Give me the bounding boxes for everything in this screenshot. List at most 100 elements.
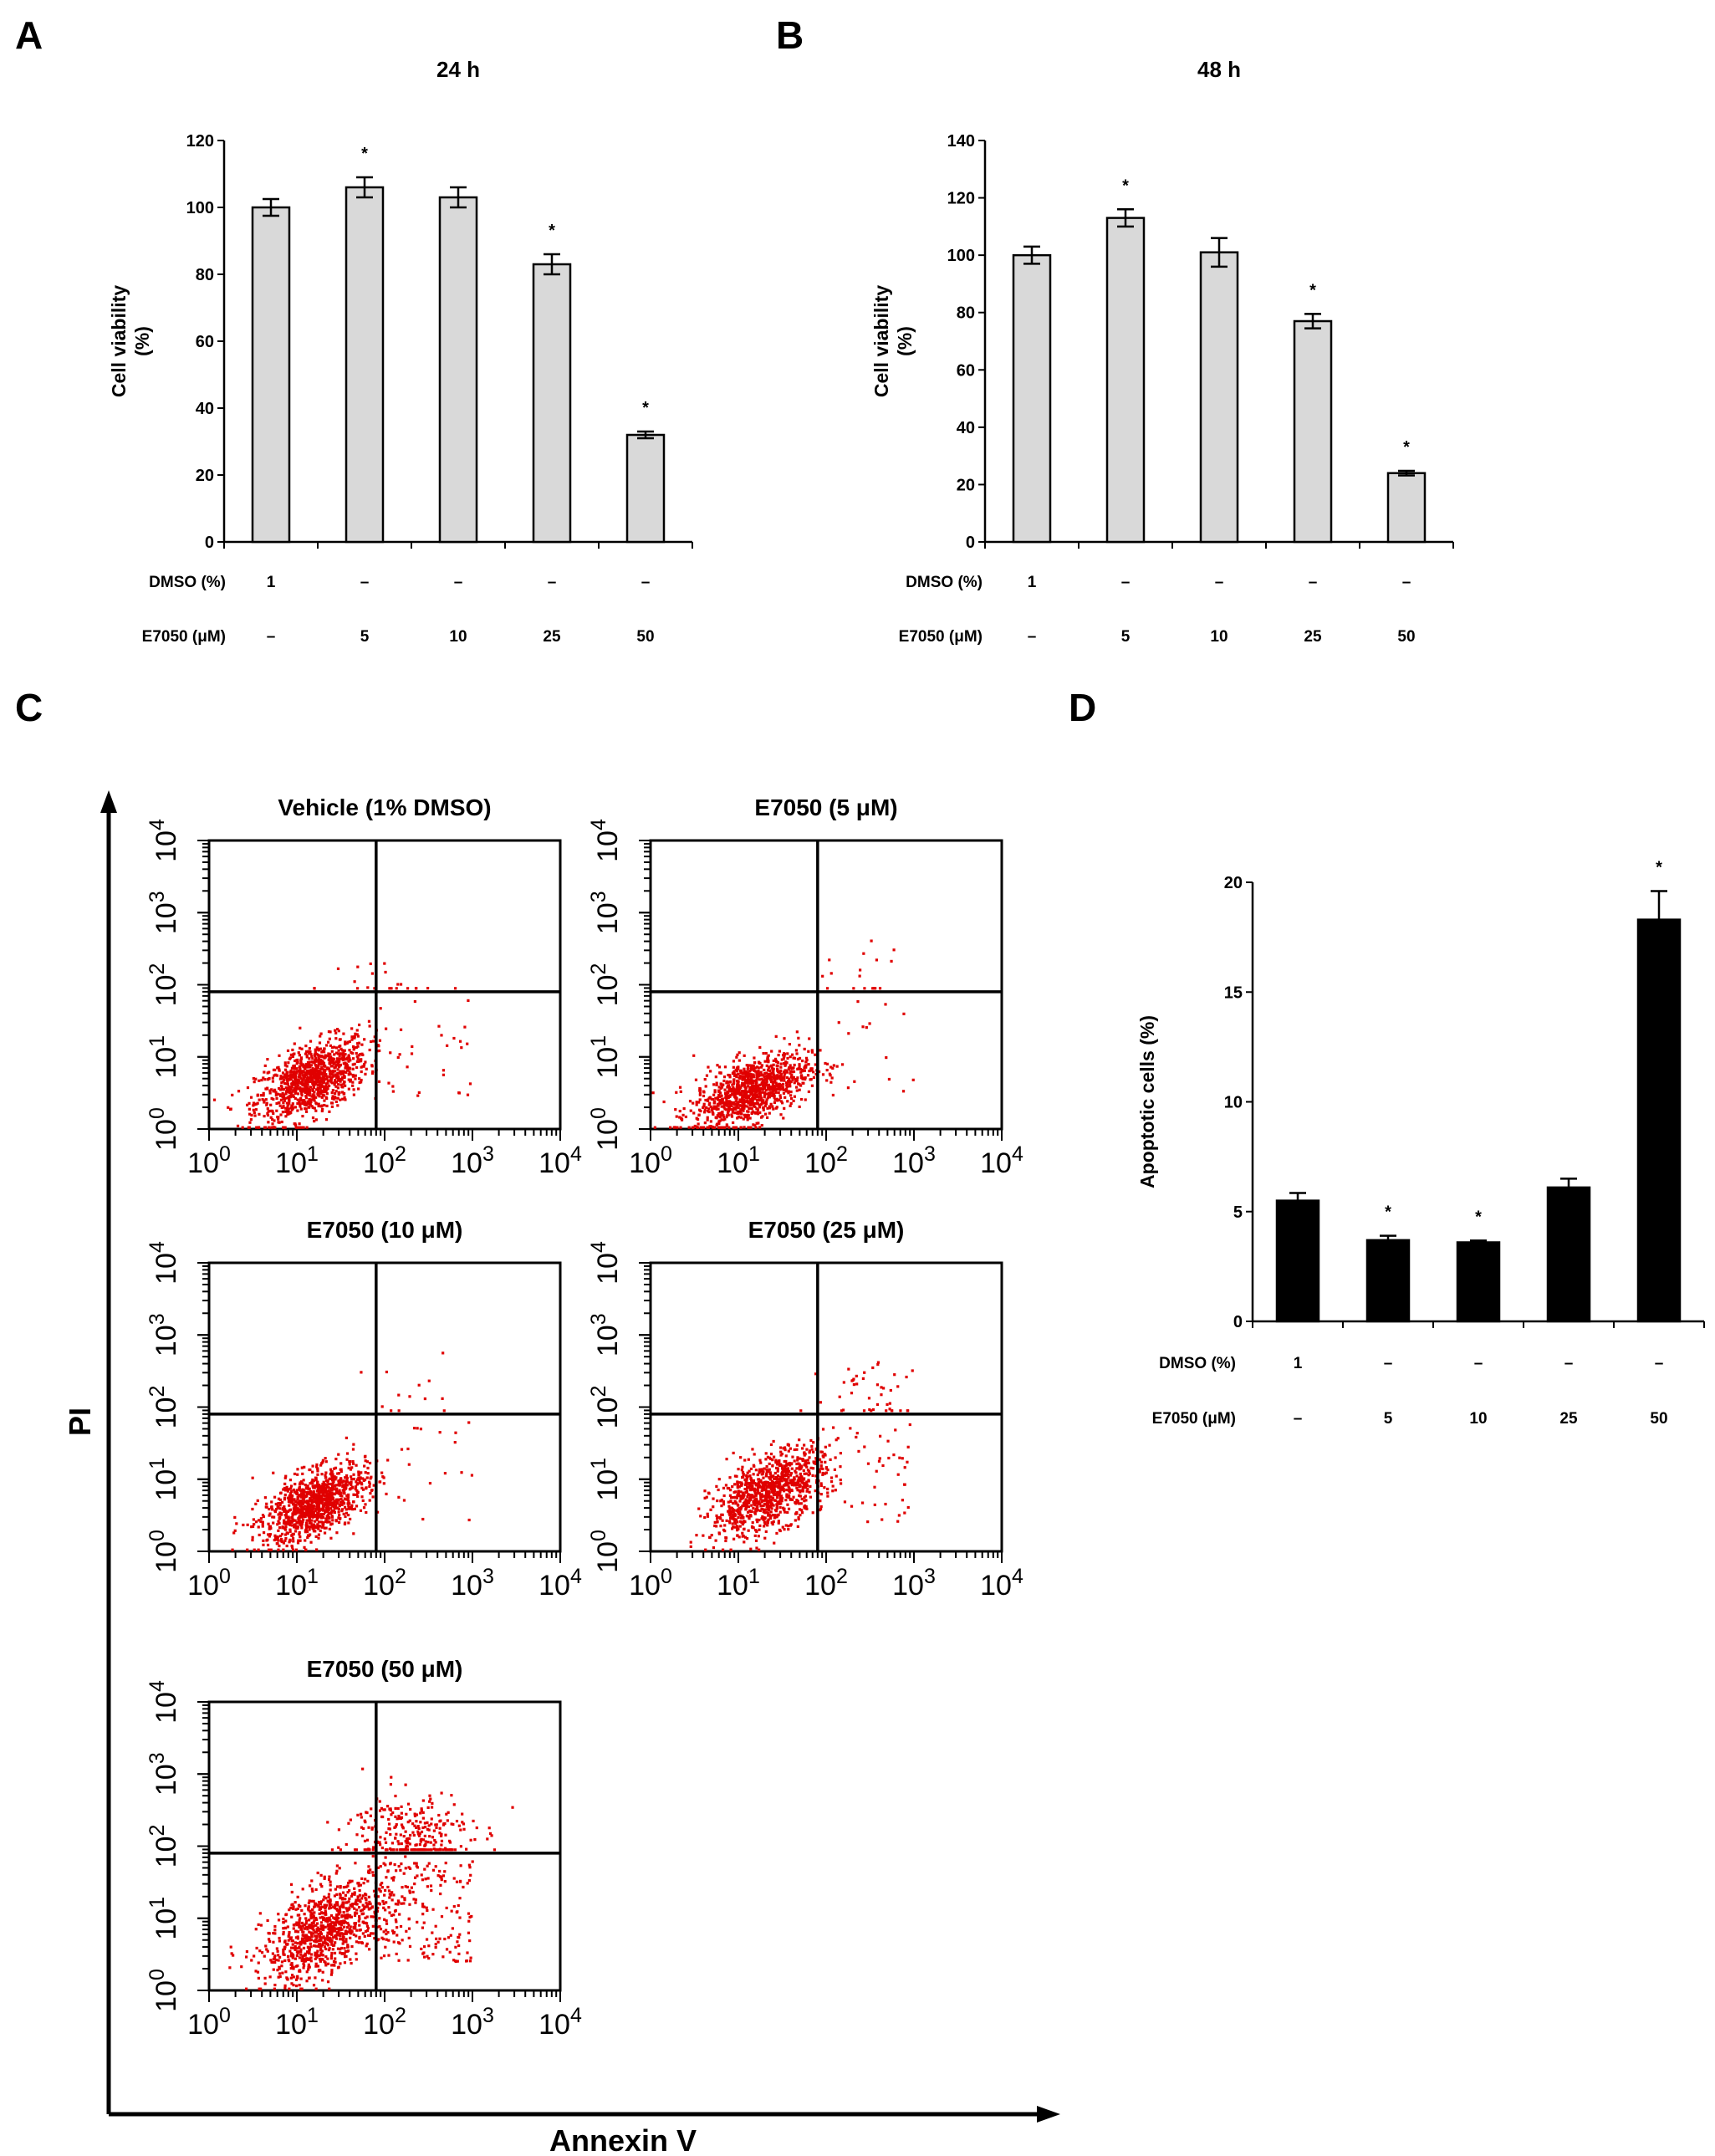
- scatter-point: [716, 1520, 719, 1524]
- scatter-point: [772, 1107, 775, 1111]
- scatter-point: [289, 1106, 293, 1110]
- scatter-point: [317, 1104, 320, 1108]
- scatter-point: [252, 1108, 255, 1111]
- scatter-point: [317, 1495, 320, 1499]
- scatter-point: [780, 1087, 784, 1091]
- scatter-point: [741, 1104, 744, 1107]
- scatter-point: [836, 1437, 840, 1440]
- scatter-point: [303, 1075, 306, 1078]
- x-tick-label: 102: [363, 1142, 406, 1179]
- scatter-point: [314, 1072, 318, 1076]
- scatter-point: [703, 1515, 707, 1520]
- scatter-point: [289, 1499, 293, 1503]
- scatter-point: [785, 1478, 789, 1481]
- scatter-point: [777, 1513, 780, 1516]
- scatter-point: [319, 1089, 324, 1092]
- scatter-point: [336, 1491, 339, 1494]
- scatter-point: [758, 1502, 762, 1505]
- scatter-point: [337, 1479, 340, 1483]
- scatter-point: [329, 1072, 333, 1075]
- scatter-point: [301, 1509, 304, 1512]
- scatter-point: [829, 972, 833, 975]
- scatter-point: [320, 1104, 324, 1107]
- scatter-point: [314, 1109, 318, 1112]
- scatter-point: [263, 1115, 266, 1118]
- scatter-point: [755, 1075, 759, 1078]
- scatter-point: [254, 1077, 258, 1081]
- bar: [1199, 251, 1239, 544]
- y-tick-exponent: 4: [145, 1241, 169, 1253]
- scatter-point: [339, 1500, 343, 1504]
- scatter-point: [293, 1106, 298, 1109]
- scatter-point: [306, 1075, 309, 1079]
- scatter-point: [703, 1108, 707, 1111]
- scatter-point: [269, 1548, 273, 1551]
- scatter-point: [748, 1484, 751, 1487]
- scatter-point: [298, 1539, 302, 1542]
- scatter-point: [311, 1470, 314, 1474]
- scatter-point: [767, 1059, 770, 1063]
- scatter-point: [320, 1498, 324, 1501]
- scatter-point: [314, 1526, 318, 1530]
- scatter-point: [325, 1495, 329, 1499]
- scatter-point: [772, 1504, 775, 1507]
- scatter-point: [744, 1113, 748, 1117]
- scatter-point: [313, 1494, 316, 1499]
- scatter-point: [803, 1069, 806, 1072]
- scatter-point: [757, 1112, 760, 1116]
- x-tick-base: 10: [187, 1570, 219, 1602]
- scatter-point: [758, 1494, 763, 1497]
- scatter-point: [314, 1530, 317, 1533]
- scatter-point: [359, 1481, 362, 1484]
- scatter-point: [729, 1489, 732, 1492]
- scatter-point: [744, 1092, 748, 1096]
- scatter-point: [406, 1447, 410, 1451]
- y-tick-exponent: 1: [145, 1458, 169, 1469]
- scatter-point: [288, 1509, 291, 1512]
- scatter-point: [856, 999, 860, 1004]
- scatter-point: [762, 1518, 765, 1521]
- scatter-point: [718, 1095, 722, 1098]
- scatter-point: [732, 1525, 735, 1529]
- scatter-point: [676, 1126, 679, 1129]
- bar: [438, 196, 478, 544]
- scatter-point: [716, 1114, 719, 1117]
- scatter-point: [290, 1495, 293, 1499]
- scatter-point: [277, 1520, 280, 1523]
- scatter-point: [335, 1073, 339, 1076]
- scatter-point: [304, 1548, 308, 1551]
- scatter-point: [768, 1106, 772, 1110]
- scatter-point: [315, 1501, 319, 1505]
- scatter-point: [329, 1081, 333, 1084]
- scatter-point: [281, 1508, 284, 1511]
- scatter-point: [289, 1073, 293, 1076]
- scatter-point: [309, 1490, 313, 1494]
- scatter-point: [776, 1476, 779, 1479]
- scatter-point: [321, 1491, 324, 1494]
- scatter-point: [756, 1473, 759, 1477]
- scatter-point: [744, 1088, 748, 1091]
- scatter-point: [794, 1080, 798, 1083]
- scatter-point: [734, 1522, 738, 1525]
- scatter-point: [775, 1097, 778, 1101]
- scatter-point: [251, 1538, 254, 1542]
- scatter-point: [326, 1498, 330, 1501]
- scatter-point: [288, 1539, 292, 1542]
- scatter-point: [288, 1070, 293, 1074]
- scatter-point: [896, 1473, 900, 1476]
- scatter-point: [355, 1480, 358, 1484]
- scatter-point: [333, 1475, 336, 1479]
- annexin-axis-arrowhead: [1037, 2106, 1060, 2123]
- scatter-point: [773, 1477, 776, 1480]
- scatter-point: [349, 1488, 352, 1491]
- scatter-points: [231, 1351, 474, 1551]
- x-tick-label: 104: [980, 1565, 1023, 1602]
- scatter-point: [748, 1094, 751, 1097]
- scatter-point: [309, 1522, 313, 1525]
- x-tick-exponent: 1: [748, 1565, 760, 1588]
- scatter-point: [283, 1099, 286, 1102]
- scatter-point: [282, 1541, 285, 1545]
- scatter-point: [334, 1478, 337, 1481]
- scatter-point: [746, 1085, 750, 1088]
